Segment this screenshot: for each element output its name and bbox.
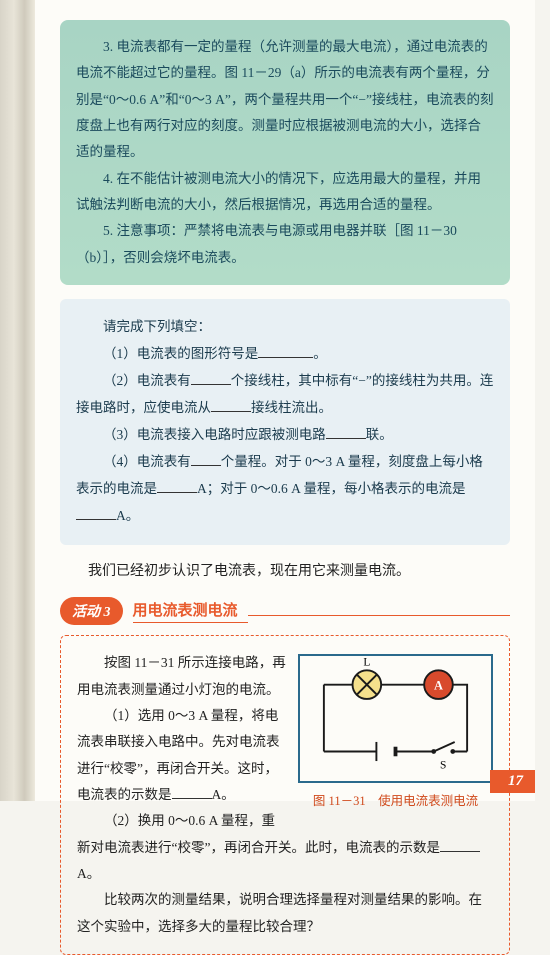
activity-title: 用电流表测电流 <box>133 599 248 623</box>
page-number: 17 <box>490 770 535 793</box>
blank <box>191 371 231 385</box>
activity-badge: 活动 3 <box>60 597 123 625</box>
act-p4: 比较两次的测量结果，说明合理选择量程对测量结果的影响。在这个实验中，选择多大的量… <box>77 887 493 940</box>
activity-box: L A S 图 11－31 使用电流表测电流 按图 11－31 所示连接电路，再… <box>60 635 510 954</box>
green-box: 3. 电流表都有一定的量程（允许测量的最大电流），通过电流表的电流不能超过它的量… <box>60 20 510 285</box>
blue-q3: （3）电流表接入电路时应跟被测电路 联。 <box>76 421 494 448</box>
blank <box>191 452 221 466</box>
green-p3: 3. 电流表都有一定的量程（允许测量的最大电流），通过电流表的电流不能超过它的量… <box>76 34 494 166</box>
blank <box>76 506 116 520</box>
blank <box>211 398 251 412</box>
blank <box>258 344 313 358</box>
green-p4: 4. 在不能估计被测电流大小的情况下，应选用最大的量程，并用试触法判断电流的大小… <box>76 166 494 219</box>
q1a: （1）电流表的图形符号是 <box>103 346 258 361</box>
blue-box: 请完成下列填空： （1）电流表的图形符号是 。 （2）电流表有个接线柱，其中标有“… <box>60 299 510 545</box>
book-spine <box>0 0 35 801</box>
activity-rule <box>248 606 510 616</box>
page: 3. 电流表都有一定的量程（允许测量的最大电流），通过电流表的电流不能超过它的量… <box>35 0 535 801</box>
circuit-diagram-icon: L A S <box>298 654 493 782</box>
blank <box>326 425 366 439</box>
q1b: 。 <box>313 346 327 361</box>
activity-header: 活动 3 用电流表测电流 <box>60 597 510 625</box>
q4a: （4）电流表有 <box>103 454 191 469</box>
blue-q2: （2）电流表有个接线柱，其中标有“−”的接线柱为共用。连接电路时，应使电流从接线… <box>76 367 494 421</box>
q2c: 接线柱流出。 <box>251 400 332 415</box>
q3a: （3）电流表接入电路时应跟被测电路 <box>103 427 326 442</box>
circuit-figure: L A S 图 11－31 使用电流表测电流 <box>298 654 493 813</box>
blue-q1: （1）电流表的图形符号是 。 <box>76 340 494 367</box>
blank <box>157 479 197 493</box>
blank <box>172 785 212 799</box>
q4c: A；对于 0～0.6 A 量程，每小格表示的电流是 <box>197 481 466 496</box>
p3a: （2）换用 0～0.6 A 量程，重新对电流表进行“校零”，再闭合开关。此时，电… <box>77 813 440 854</box>
green-p5: 5. 注意事项：严禁将电流表与电源或用电器并联［图 11－30（b）］，否则会烧… <box>76 218 494 271</box>
svg-text:L: L <box>363 657 370 669</box>
svg-text:S: S <box>440 760 446 772</box>
blue-q4: （4）电流表有个量程。对于 0～3 A 量程，刻度盘上每小格表示的电流是A；对于… <box>76 448 494 529</box>
p3b: A。 <box>77 866 100 881</box>
q3b: 联。 <box>366 427 393 442</box>
plain-text: 我们已经初步认识了电流表，现在用它来测量电流。 <box>60 559 510 586</box>
blank <box>440 838 480 852</box>
p2b: A。 <box>212 787 235 802</box>
svg-text:A: A <box>434 679 443 693</box>
q4d: A。 <box>116 508 139 523</box>
blue-intro: 请完成下列填空： <box>76 313 494 340</box>
act-p3: （2）换用 0～0.6 A 量程，重新对电流表进行“校零”，再闭合开关。此时，电… <box>77 808 493 887</box>
q2a: （2）电流表有 <box>103 373 191 388</box>
